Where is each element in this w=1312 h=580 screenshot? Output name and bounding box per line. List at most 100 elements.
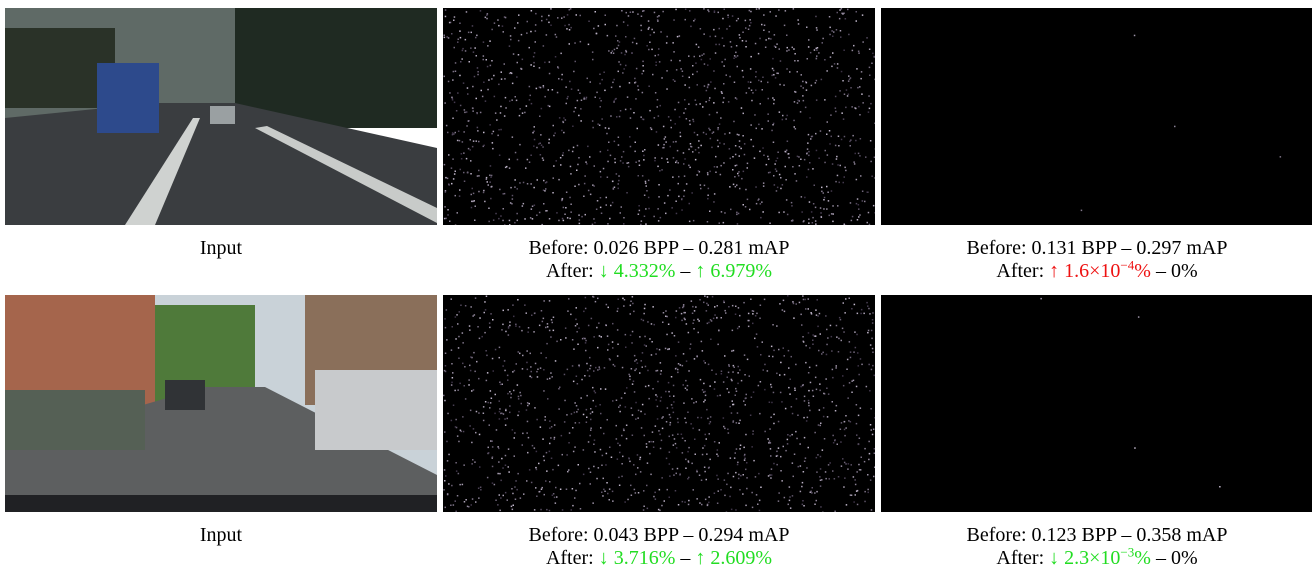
speck [451, 326, 453, 328]
speck [587, 441, 590, 443]
speck [758, 79, 760, 82]
speck [750, 89, 753, 91]
speck [803, 395, 806, 398]
speck [803, 460, 806, 462]
map-background [881, 295, 1312, 512]
speck [521, 329, 523, 332]
speck [582, 413, 585, 416]
speck [708, 422, 711, 425]
speck [635, 67, 638, 70]
speck [570, 173, 572, 175]
speck [866, 37, 868, 39]
speck [637, 89, 640, 91]
speck [776, 450, 778, 453]
speck [807, 446, 809, 449]
speck [818, 349, 820, 352]
speck [458, 357, 460, 359]
speck [499, 383, 502, 386]
speck [488, 220, 490, 223]
speck [773, 349, 775, 352]
speck [857, 414, 860, 417]
speck [629, 375, 631, 378]
speck [855, 202, 858, 205]
speck [857, 50, 860, 52]
speck [804, 298, 806, 301]
speck [654, 159, 656, 162]
speck [642, 319, 645, 322]
image [881, 295, 1312, 512]
speck [467, 147, 470, 150]
speck [794, 90, 796, 93]
speck [684, 84, 686, 86]
speck [843, 428, 846, 431]
speck [738, 325, 740, 328]
speck [852, 476, 855, 478]
speck [692, 305, 694, 308]
speck [502, 208, 504, 210]
before-line: Before: 0.043 BPP – 0.294 mAP [528, 524, 790, 546]
speck [640, 29, 643, 32]
speck [592, 386, 594, 389]
speck [724, 58, 726, 61]
speck [737, 365, 739, 368]
speck [667, 116, 670, 118]
speck [486, 476, 489, 479]
speck [848, 78, 851, 81]
speck [626, 192, 628, 194]
speck [533, 204, 536, 206]
speck [494, 348, 497, 351]
speck [803, 416, 805, 419]
speck [858, 437, 861, 439]
speck [571, 488, 574, 490]
speck [513, 315, 515, 318]
speck [585, 98, 587, 100]
speck [807, 332, 810, 334]
speck [735, 471, 737, 474]
speck [853, 501, 855, 503]
speck [631, 434, 634, 436]
speck [790, 406, 793, 408]
speck [767, 120, 769, 122]
speck [707, 83, 710, 86]
speck [868, 452, 871, 455]
speck [557, 67, 560, 69]
speck [664, 347, 667, 350]
speck [456, 495, 459, 497]
speck [864, 500, 866, 503]
speck [548, 450, 551, 453]
speck [553, 436, 556, 439]
speck [490, 197, 492, 200]
after-segment: – [675, 547, 696, 569]
speck [717, 127, 719, 129]
speck [529, 217, 532, 219]
speck [493, 95, 496, 98]
speck [491, 457, 493, 459]
speck [600, 412, 602, 415]
speck [599, 106, 601, 108]
speck [805, 361, 807, 364]
speck [659, 362, 662, 364]
speck [482, 58, 484, 61]
speck [461, 49, 464, 52]
speck [589, 471, 592, 473]
speck [514, 221, 516, 224]
speck [466, 87, 469, 89]
speck [746, 162, 749, 165]
speck [779, 83, 781, 86]
speck [582, 449, 585, 451]
speck [652, 446, 655, 448]
speck [867, 305, 869, 307]
speck [491, 446, 494, 448]
speck [623, 223, 625, 225]
speck [452, 372, 454, 374]
speck [770, 386, 773, 388]
speck [558, 388, 560, 390]
speck [498, 129, 500, 131]
speck [786, 438, 789, 441]
speck [839, 9, 841, 11]
speck [635, 42, 638, 45]
speck [598, 124, 601, 126]
speck [789, 378, 791, 380]
speck [842, 13, 844, 15]
